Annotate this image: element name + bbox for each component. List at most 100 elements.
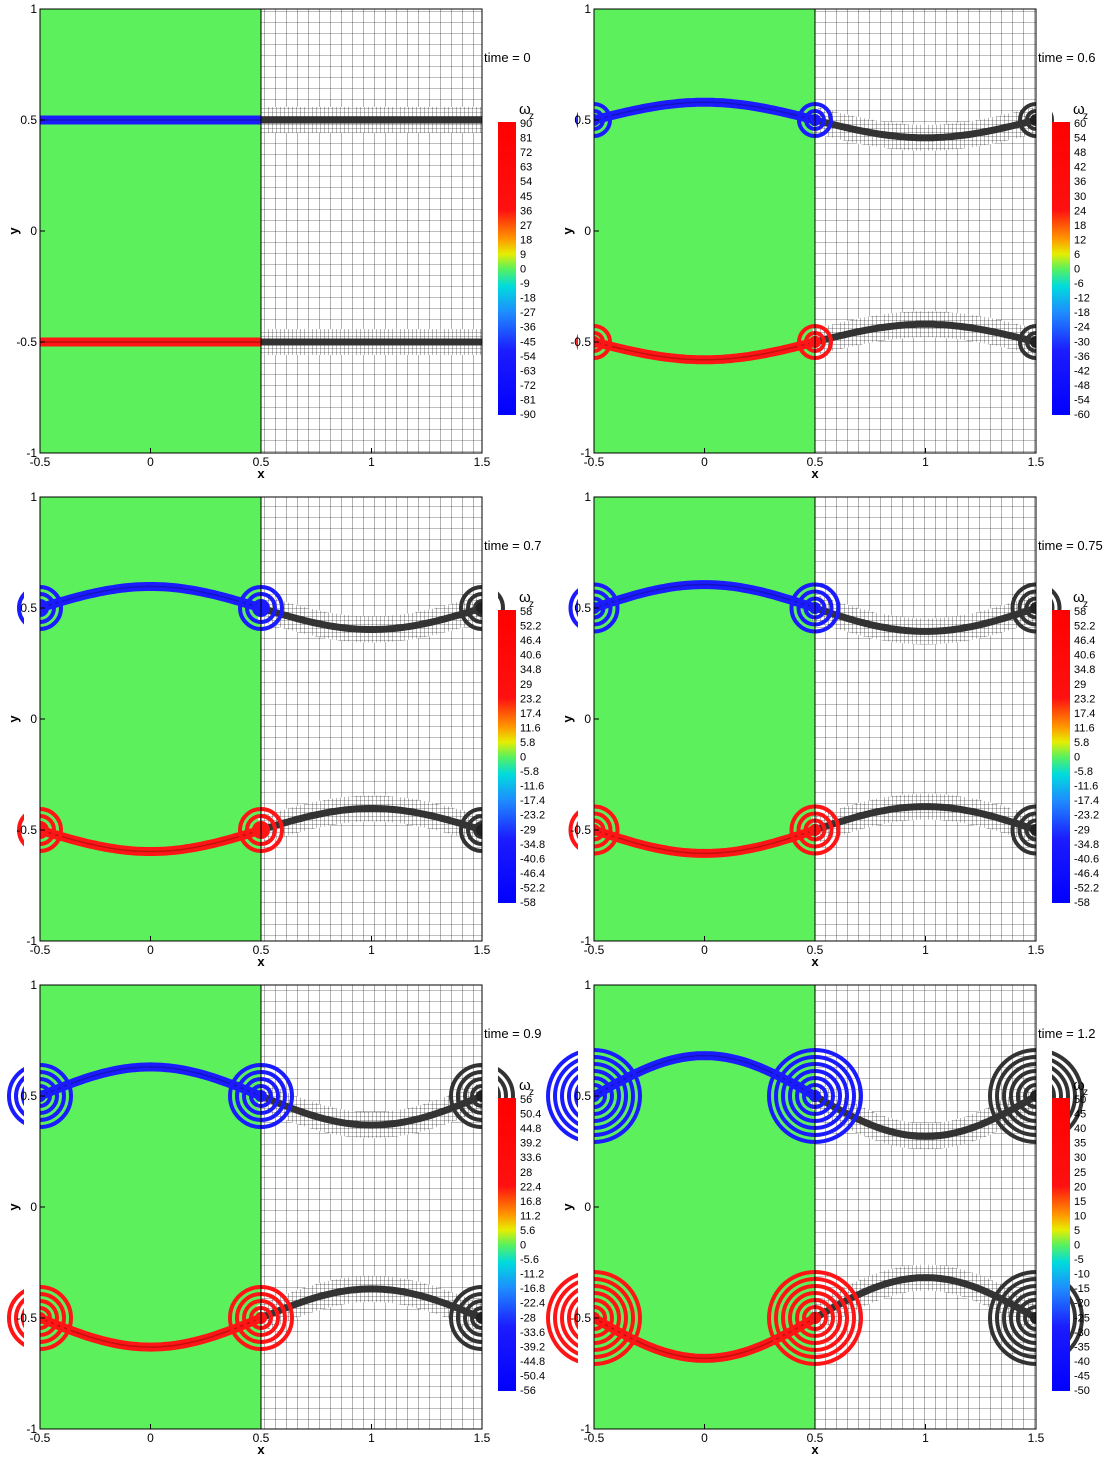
colorbar-level: -81 xyxy=(520,394,536,406)
colorbar-level: -11.2 xyxy=(520,1269,544,1281)
x-tick-label: -0.5 xyxy=(30,455,51,469)
colorbar-level: -72 xyxy=(520,380,536,392)
shear-layer-negative xyxy=(592,97,817,125)
shear-layer-stroke xyxy=(38,1313,263,1352)
y-tick-label: -0.5 xyxy=(16,335,37,349)
x-tick-label: 0 xyxy=(147,943,154,957)
left-mask xyxy=(578,985,594,1429)
y-axis-label: y xyxy=(6,227,21,235)
colorbar-level: 5 xyxy=(1074,1225,1080,1237)
colorbar xyxy=(1052,122,1070,415)
colorbar-level: -58 xyxy=(1074,897,1090,909)
adaptive-mesh xyxy=(815,9,1036,453)
colorbar-level: 29 xyxy=(1074,679,1086,691)
colorbar-level: 72 xyxy=(520,147,532,159)
colorbar-level: 18 xyxy=(1074,220,1086,232)
colorbar-level: 52.2 xyxy=(1074,621,1095,633)
colorbar-title: ω xyxy=(519,589,531,606)
vorticity-field xyxy=(594,497,815,941)
x-axis-label: x xyxy=(257,1442,265,1457)
shear-layer-core xyxy=(39,829,262,853)
colorbar-level: 11.6 xyxy=(1074,722,1095,734)
x-tick-label: 1 xyxy=(368,1431,375,1445)
colorbar-level: -58 xyxy=(520,897,536,909)
colorbar-level: 20 xyxy=(1074,1181,1086,1193)
x-axis-label: x xyxy=(811,466,819,481)
colorbar-level: 9 xyxy=(520,249,526,261)
colorbar-level: 40.6 xyxy=(520,650,541,662)
colorbar-level: -34.8 xyxy=(520,839,545,851)
y-tick-label: 1 xyxy=(584,490,591,504)
colorbar-level: -15 xyxy=(1074,1283,1090,1295)
colorbar-level: -5 xyxy=(1074,1254,1084,1266)
mesh-layer-core xyxy=(813,1092,1038,1140)
y-tick-label: 0.5 xyxy=(20,1089,37,1103)
colorbar-level: -11.6 xyxy=(520,781,544,793)
colorbar-level: 0 xyxy=(1074,752,1080,764)
x-tick-label: 0.5 xyxy=(807,455,824,469)
shear-layer-stroke xyxy=(592,825,817,858)
y-tick-label: 0.5 xyxy=(20,601,37,615)
shear-layer-positive xyxy=(592,825,817,858)
colorbar-level: 11.6 xyxy=(520,722,541,734)
x-axis-label: x xyxy=(811,954,819,969)
colorbar-level: 35 xyxy=(1074,1138,1086,1150)
colorbar-level: 58 xyxy=(1074,606,1086,618)
colorbar-level: 56 xyxy=(520,1094,532,1106)
x-tick-label: 0 xyxy=(701,1431,708,1445)
colorbar-level: -48 xyxy=(1074,380,1090,392)
y-axis-label: y xyxy=(560,715,575,723)
shear-layer-core xyxy=(593,1317,816,1360)
colorbar-level: -50.4 xyxy=(520,1370,545,1382)
colorbar-level: -40 xyxy=(1074,1356,1090,1368)
colorbar-level: 0 xyxy=(1074,1240,1080,1252)
colorbar-subscript: z xyxy=(1083,599,1088,610)
shear-layer-stroke xyxy=(38,825,263,856)
colorbar xyxy=(1052,610,1070,903)
colorbar-level: -6 xyxy=(1074,278,1084,290)
colorbar-level: 29 xyxy=(520,679,532,691)
right-mask xyxy=(1036,497,1052,941)
adaptive-mesh xyxy=(261,497,482,941)
colorbar-level: -17.4 xyxy=(1074,795,1099,807)
shear-layer-stroke xyxy=(38,1062,263,1101)
y-tick-label: -0.5 xyxy=(570,823,591,837)
colorbar-level: 40 xyxy=(1074,1123,1086,1135)
y-tick-label: -1 xyxy=(580,446,591,460)
x-axis-label: x xyxy=(257,466,265,481)
colorbar-title: ω xyxy=(1073,101,1085,118)
colorbar-level: 44.8 xyxy=(520,1123,541,1135)
x-tick-label: 1.5 xyxy=(474,1431,491,1445)
shear-layer-core xyxy=(593,1054,816,1097)
shear-layer-core xyxy=(39,585,262,609)
colorbar-level: 39.2 xyxy=(520,1138,541,1150)
colorbar-subscript: z xyxy=(529,111,534,122)
colorbar-level: -50 xyxy=(1074,1385,1090,1397)
x-tick-label: 1 xyxy=(922,1431,929,1445)
colorbar-level: -11.6 xyxy=(1074,781,1098,793)
colorbar-level: 46.4 xyxy=(1074,635,1095,647)
colorbar-level: -60 xyxy=(1074,409,1090,421)
colorbar-level: 23.2 xyxy=(520,693,541,705)
x-tick-label: 0.5 xyxy=(253,1431,270,1445)
colorbar-subscript: z xyxy=(529,1087,534,1098)
colorbar-level: 15 xyxy=(1074,1196,1086,1208)
adaptive-mesh xyxy=(815,497,1036,941)
mesh-layer-core xyxy=(259,1092,484,1129)
colorbar-level: -30 xyxy=(1074,336,1090,348)
colorbar-level: 90 xyxy=(520,118,532,130)
vorticity-field xyxy=(594,9,815,453)
colorbar-level: -16.8 xyxy=(520,1283,545,1295)
colorbar-subscript: z xyxy=(1083,111,1088,122)
y-axis-label: y xyxy=(560,227,575,235)
colorbar-level: -46.4 xyxy=(1074,868,1099,880)
time-label: time = 0.9 xyxy=(484,1026,541,1041)
colorbar-level: 5.6 xyxy=(520,1225,535,1237)
colorbar-level: 34.8 xyxy=(1074,664,1095,676)
colorbar-level: 5.8 xyxy=(520,737,535,749)
